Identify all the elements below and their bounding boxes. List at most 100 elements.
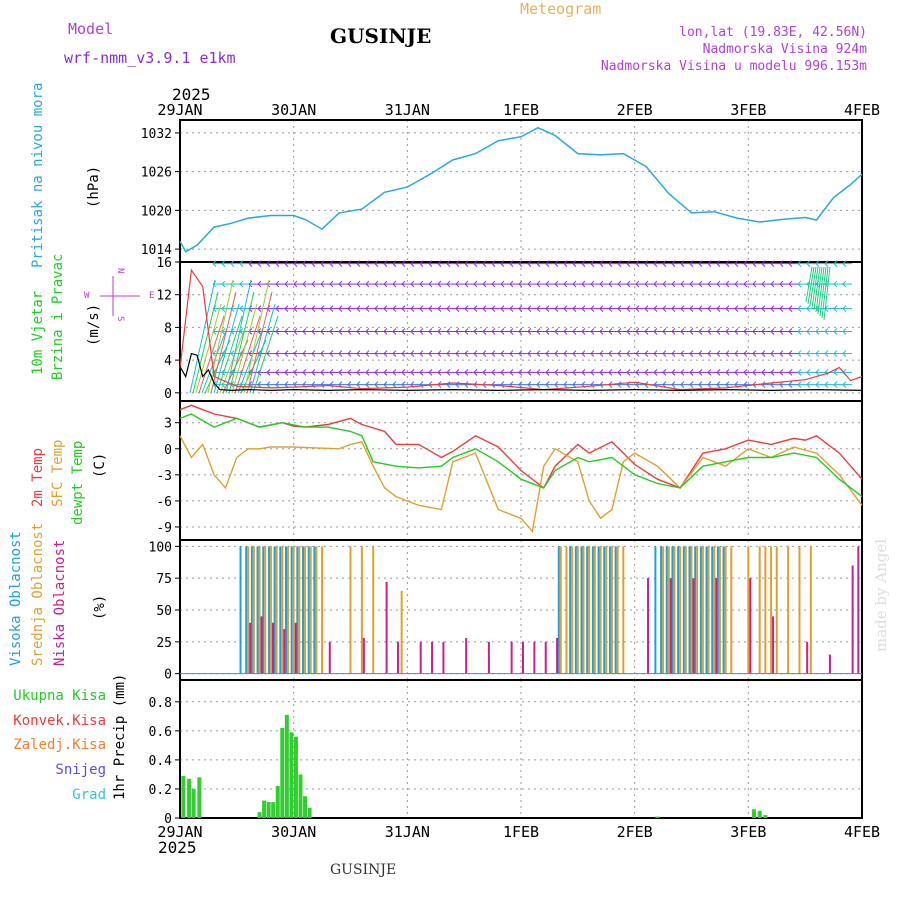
wind-barb-tick <box>410 280 415 285</box>
wind-barb-tick <box>482 305 487 309</box>
precip-bar <box>307 807 312 818</box>
wind-barb-tick <box>320 263 325 267</box>
wind-barb-tick <box>311 331 316 335</box>
wind-barb-tick <box>797 280 802 285</box>
wind-barb-tick <box>302 308 307 312</box>
wind-barb-tick <box>266 263 271 267</box>
wind-barb-tick <box>833 372 838 376</box>
wind-barb-tick <box>365 260 370 264</box>
wind-barb-tick <box>581 263 586 267</box>
wind-barb-tick <box>779 305 784 309</box>
wind-barb-row <box>212 305 852 312</box>
wind-ylabel-2: Brzina i Pravac <box>50 254 66 380</box>
wind-barb-tick <box>437 372 442 376</box>
wind-barb-tick <box>806 263 811 267</box>
wind-barb-tick <box>392 260 397 264</box>
wind-barb-tick <box>842 328 847 332</box>
wind-barb-tick <box>599 331 604 335</box>
date-tick-bottom: 3FEB <box>730 823 766 841</box>
wind-barb-tick <box>680 331 685 335</box>
wind-barb-tick <box>752 263 757 267</box>
wind-barb-tick <box>554 328 559 332</box>
wind-barb-tick <box>320 260 325 264</box>
wind-barb-tick <box>842 350 847 354</box>
wind-barb-tick <box>347 283 352 288</box>
wind-barb-tick <box>446 353 451 357</box>
wind-barb-tick <box>644 369 649 373</box>
wind-barb-tick <box>446 280 451 285</box>
wind-barb-tick <box>536 369 541 373</box>
wind-barb-tick <box>797 260 802 264</box>
wind-barb-tick <box>761 372 766 376</box>
y-tick-label: 50 <box>156 604 172 619</box>
wind-barb-tick <box>374 283 379 288</box>
wind-barb-tick <box>653 369 658 373</box>
wind-barb-tick <box>500 381 505 386</box>
wind-barb-tick <box>734 372 739 376</box>
wind-barb-tick <box>815 384 820 389</box>
wind-barb-tick <box>464 369 469 373</box>
panel-precip: 0.8 0.6 0.4 0.2 0 <box>149 679 863 827</box>
wind-barb-tick <box>392 283 397 288</box>
wind-barb-tick <box>428 369 433 373</box>
precip-bar <box>262 800 267 818</box>
wind-barb-tick <box>536 260 541 264</box>
wind-barb-tick <box>689 353 694 357</box>
wind-barb-tick <box>275 263 280 267</box>
wind-unit: (m/s) <box>86 304 102 346</box>
wind-barb-tick <box>581 372 586 376</box>
wind-barb-tick <box>833 331 838 335</box>
wind-barb-tick <box>302 350 307 354</box>
wind-barb-tick <box>302 260 307 264</box>
wind-barb-tick <box>842 283 847 288</box>
wind-barb-tick <box>770 353 775 357</box>
wind-barb-tick <box>437 280 442 285</box>
wind-barb-tick <box>338 353 343 357</box>
wind-gust-arrow <box>225 279 252 394</box>
wind-barb-tick <box>761 305 766 309</box>
wind-barb-tick <box>788 328 793 332</box>
wind-barb-tick <box>833 283 838 288</box>
wind-barb-tick <box>320 308 325 312</box>
wind-barb-tick <box>410 353 415 357</box>
wind-barb-tick <box>401 350 406 354</box>
wind-barb-row <box>212 369 852 376</box>
wind-barb-tick <box>725 369 730 373</box>
wind-barb-tick <box>374 331 379 335</box>
wind-barb-tick <box>662 280 667 285</box>
precip-bar <box>752 809 757 818</box>
wind-barb-tick <box>833 263 838 267</box>
wind-barb-tick <box>536 331 541 335</box>
wind-barb-tick <box>743 305 748 309</box>
wind-barb-tick <box>248 350 253 354</box>
wind-barb-tick <box>752 350 757 354</box>
wind-barb-tick <box>698 305 703 309</box>
wind-barb-tick <box>689 331 694 335</box>
wind-barb-tick <box>788 372 793 376</box>
wind-barb-tick <box>761 263 766 267</box>
wind-barb-tick <box>257 280 262 285</box>
wind-barb-tick <box>770 372 775 376</box>
wind-barb-tick <box>455 350 460 354</box>
wind-barb-tick <box>662 331 667 335</box>
wind-barb-tick <box>338 305 343 309</box>
wind-barb-tick <box>833 280 838 285</box>
wind-barb-tick <box>437 384 442 389</box>
wind-barb-tick <box>347 328 352 332</box>
wind-barb-tick <box>275 328 280 332</box>
wind-barb-tick <box>401 369 406 373</box>
wind-barb-tick <box>752 308 757 312</box>
wind-barb-tick <box>842 263 847 267</box>
wind-barb-tick <box>455 353 460 357</box>
wind-barb-tick <box>401 328 406 332</box>
panel-frame <box>179 679 863 819</box>
wind-barb-tick <box>815 353 820 357</box>
wind-barb-tick <box>212 353 217 357</box>
wind-barb-tick <box>761 280 766 285</box>
wind-barb-tick <box>743 283 748 288</box>
wind-barb-tick <box>815 331 820 335</box>
wind-barb-tick <box>518 305 523 309</box>
wind-barb-tick <box>680 381 685 386</box>
y-tick-label: 0.4 <box>149 754 173 769</box>
panel-pressure: 1014 1020 1026 1032 <box>141 119 863 263</box>
